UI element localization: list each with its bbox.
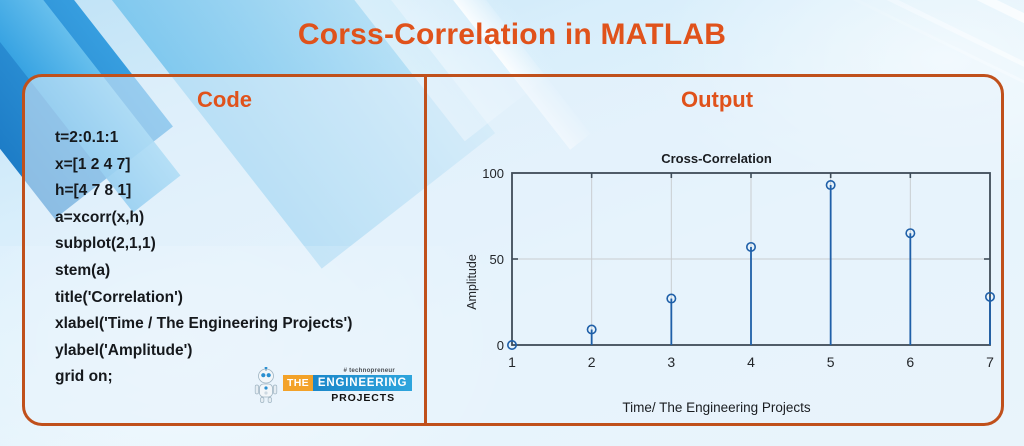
- svg-text:100: 100: [482, 166, 504, 181]
- chart-plot-area: 0 50 100 1 2 3 4 5 6 7: [482, 166, 995, 370]
- svg-text:0: 0: [497, 338, 504, 353]
- svg-text:50: 50: [490, 252, 504, 267]
- svg-text:1: 1: [508, 354, 516, 370]
- logo-word-the: THE: [283, 375, 313, 391]
- code-line: h=[4 7 8 1]: [55, 182, 132, 200]
- chart-x-axis-label: Time/ The Engineering Projects: [622, 400, 811, 415]
- svg-text:4: 4: [747, 354, 755, 370]
- the-engineering-projects-logo: # technopreneur THE ENGINEERING PROJECTS: [253, 366, 413, 405]
- logo-word-engineering: ENGINEERING: [312, 375, 413, 391]
- code-line: x=[1 2 4 7]: [55, 155, 131, 173]
- svg-text:6: 6: [906, 354, 914, 370]
- code-panel-heading: Code: [197, 87, 252, 112]
- code-line: xlabel('Time / The Engineering Projects'…: [55, 315, 353, 333]
- code-line: ylabel('Amplitude'): [55, 341, 193, 359]
- code-line: grid on;: [55, 368, 113, 386]
- content-card: Code Output t=2:0.1:1 x=[1 2 4 7] h=[4 7…: [22, 74, 1004, 426]
- logo-wordmark: # technopreneur THE ENGINEERING PROJECTS: [283, 366, 413, 405]
- svg-text:2: 2: [588, 354, 596, 370]
- page-title: Corss-Correlation in MATLAB: [297, 18, 727, 51]
- panel-divider: [424, 77, 427, 423]
- svg-text:3: 3: [667, 354, 675, 370]
- output-panel-heading: Output: [680, 87, 754, 112]
- logo-bar: THE ENGINEERING: [283, 375, 413, 391]
- logo-word-projects: PROJECTS: [331, 392, 395, 404]
- code-line: t=2:0.1:1: [55, 129, 119, 146]
- output-chart: Cross-Correlation Amplitude Time/ The En…: [434, 147, 999, 415]
- logo-tagline: # technopreneur: [343, 367, 395, 374]
- code-listing: t=2:0.1:1 x=[1 2 4 7] h=[4 7 8 1] a=xcor…: [55, 125, 352, 391]
- code-line: stem(a): [55, 261, 111, 279]
- svg-text:5: 5: [827, 354, 835, 370]
- code-line: a=xcorr(x,h): [55, 208, 145, 226]
- code-line: title('Correlation'): [55, 288, 183, 306]
- robot-icon: [254, 367, 278, 403]
- svg-text:7: 7: [986, 354, 994, 370]
- code-line: subplot(2,1,1): [55, 235, 156, 253]
